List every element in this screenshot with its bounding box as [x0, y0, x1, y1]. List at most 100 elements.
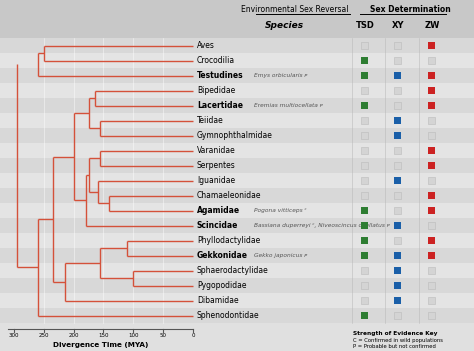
Text: Sex Determination: Sex Determination [370, 5, 451, 13]
Bar [0, 218, 474, 233]
Bar [0, 158, 474, 173]
Bar [0, 173, 474, 188]
Text: Teiidae: Teiidae [197, 116, 224, 125]
Bar [428, 162, 436, 169]
Bar [394, 312, 401, 319]
Bar [428, 267, 436, 274]
Text: Sphaerodactylidae: Sphaerodactylidae [197, 266, 269, 275]
Text: Gymnophthalmidae: Gymnophthalmidae [197, 131, 273, 140]
Bar [0, 128, 474, 143]
Bar [394, 282, 401, 289]
Bar [428, 237, 436, 244]
Text: Eremias multiocellata ᴘ: Eremias multiocellata ᴘ [254, 103, 323, 108]
Bar [0, 98, 474, 113]
Bar [428, 117, 436, 124]
Bar [394, 162, 401, 169]
Text: Bassiana duperreyi ᶜ, Niveoscincus ocellatus ᴘ: Bassiana duperreyi ᶜ, Niveoscincus ocell… [254, 223, 390, 228]
Text: Environmental Sex Reversal: Environmental Sex Reversal [241, 5, 348, 13]
Text: C = Confirmed in wild populations: C = Confirmed in wild populations [353, 338, 443, 343]
Bar [428, 102, 436, 109]
Text: 50: 50 [160, 333, 167, 338]
Text: Pygopodidae: Pygopodidae [197, 281, 246, 290]
Bar [0, 248, 474, 263]
Bar [394, 147, 401, 154]
Bar [362, 267, 368, 274]
Bar [0, 263, 474, 278]
Text: Divergence Time (MYA): Divergence Time (MYA) [53, 342, 148, 348]
Bar [0, 233, 474, 248]
Bar [428, 207, 436, 214]
Bar [428, 282, 436, 289]
Bar [362, 72, 368, 79]
Bar [428, 87, 436, 94]
Bar [0, 0, 474, 38]
Bar [362, 87, 368, 94]
Text: Sphenodontidae: Sphenodontidae [197, 311, 260, 320]
Bar [0, 293, 474, 308]
Bar [362, 312, 368, 319]
Text: Scincidae: Scincidae [197, 221, 238, 230]
Bar [0, 278, 474, 293]
Bar [0, 308, 474, 323]
Bar [428, 312, 436, 319]
Text: Bipedidae: Bipedidae [197, 86, 235, 95]
Bar [394, 177, 401, 184]
Text: 250: 250 [38, 333, 49, 338]
Bar [0, 38, 474, 53]
Text: Testudines: Testudines [197, 71, 244, 80]
Bar [362, 132, 368, 139]
Bar [428, 252, 436, 259]
Text: Species: Species [265, 21, 304, 31]
Text: Serpentes: Serpentes [197, 161, 236, 170]
Text: Gekkonidae: Gekkonidae [197, 251, 248, 260]
Bar [362, 222, 368, 229]
Text: Gekko japonicus ᴘ: Gekko japonicus ᴘ [254, 253, 307, 258]
Text: ZW: ZW [424, 21, 440, 31]
Text: Strength of Evidence Key: Strength of Evidence Key [353, 331, 438, 336]
Bar [428, 147, 436, 154]
Bar [428, 57, 436, 64]
Bar [0, 203, 474, 218]
Bar [362, 147, 368, 154]
Bar [394, 102, 401, 109]
Bar [428, 72, 436, 79]
Bar [394, 192, 401, 199]
Text: Agamidae: Agamidae [197, 206, 240, 215]
Text: Lacertidae: Lacertidae [197, 101, 243, 110]
Bar [362, 117, 368, 124]
Bar [394, 252, 401, 259]
Text: XY: XY [392, 21, 404, 31]
Bar [394, 207, 401, 214]
Text: Varanidae: Varanidae [197, 146, 236, 155]
Bar [0, 188, 474, 203]
Bar [394, 42, 401, 49]
Text: Crocodilia: Crocodilia [197, 56, 235, 65]
Bar [0, 83, 474, 98]
Text: Aves: Aves [197, 41, 215, 50]
Bar [0, 113, 474, 128]
Text: TSD: TSD [356, 21, 374, 31]
Bar [362, 192, 368, 199]
Text: Emys orbicularis ᴘ: Emys orbicularis ᴘ [254, 73, 308, 78]
Bar [394, 222, 401, 229]
Bar [428, 297, 436, 304]
Bar [394, 267, 401, 274]
Text: 300: 300 [9, 333, 19, 338]
Text: 150: 150 [98, 333, 109, 338]
Bar [394, 117, 401, 124]
Bar [362, 42, 368, 49]
Bar [394, 72, 401, 79]
Text: P = Probable but not confirmed: P = Probable but not confirmed [353, 344, 436, 349]
Text: Chamaeleonidae: Chamaeleonidae [197, 191, 262, 200]
Text: Iguanidae: Iguanidae [197, 176, 235, 185]
Bar [362, 207, 368, 214]
Text: 0: 0 [191, 333, 195, 338]
Bar [0, 68, 474, 83]
Bar [428, 132, 436, 139]
Text: Pogona vitticeps ᶜ: Pogona vitticeps ᶜ [254, 208, 307, 213]
Bar [394, 237, 401, 244]
Text: 100: 100 [128, 333, 138, 338]
Text: 200: 200 [68, 333, 79, 338]
Text: Phyllodactylidae: Phyllodactylidae [197, 236, 260, 245]
Bar [428, 192, 436, 199]
